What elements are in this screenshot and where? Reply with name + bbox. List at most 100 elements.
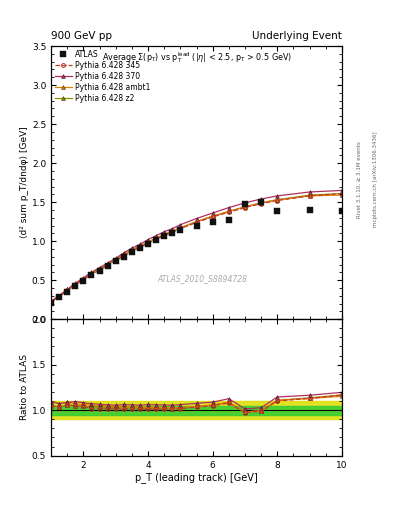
Pythia 6.428 z2: [65, 287, 70, 293]
Pythia 6.428 ambt1: [259, 200, 263, 206]
Pythia 6.428 370: [138, 241, 142, 247]
Pythia 6.428 370: [57, 293, 62, 299]
Line: ATLAS: ATLAS: [48, 199, 345, 306]
Line: Pythia 6.428 z2: Pythia 6.428 z2: [49, 191, 344, 304]
Pythia 6.428 z2: [130, 247, 134, 253]
Pythia 6.428 ambt1: [154, 235, 158, 241]
Pythia 6.428 ambt1: [105, 261, 110, 267]
ATLAS: [170, 230, 174, 237]
Pythia 6.428 345: [73, 282, 78, 288]
Pythia 6.428 370: [89, 269, 94, 275]
Pythia 6.428 345: [138, 244, 142, 250]
Pythia 6.428 ambt1: [81, 275, 86, 282]
ATLAS: [97, 268, 102, 274]
Pythia 6.428 z2: [89, 271, 94, 277]
ATLAS: [89, 272, 94, 279]
ATLAS: [146, 241, 151, 247]
Pythia 6.428 345: [210, 214, 215, 220]
Pythia 6.428 345: [307, 193, 312, 199]
Pythia 6.428 z2: [113, 257, 118, 263]
Pythia 6.428 345: [113, 258, 118, 264]
ATLAS: [307, 207, 312, 213]
ATLAS: [194, 222, 199, 228]
ATLAS: [138, 245, 142, 251]
Pythia 6.428 z2: [210, 213, 215, 219]
Pythia 6.428 z2: [81, 276, 86, 283]
ATLAS: [259, 199, 263, 205]
Text: ATLAS_2010_S8894728: ATLAS_2010_S8894728: [157, 274, 247, 283]
Pythia 6.428 z2: [73, 282, 78, 288]
Pythia 6.428 ambt1: [275, 197, 280, 203]
Pythia 6.428 ambt1: [242, 204, 247, 210]
Pythia 6.428 370: [307, 189, 312, 195]
Pythia 6.428 370: [210, 210, 215, 216]
Pythia 6.428 z2: [146, 240, 151, 246]
ATLAS: [275, 208, 280, 215]
Pythia 6.428 370: [121, 250, 126, 256]
Pythia 6.428 370: [113, 255, 118, 261]
Pythia 6.428 ambt1: [340, 192, 344, 198]
Pythia 6.428 345: [226, 209, 231, 216]
Pythia 6.428 370: [178, 222, 183, 228]
Pythia 6.428 ambt1: [97, 265, 102, 271]
Pythia 6.428 z2: [97, 266, 102, 272]
Pythia 6.428 370: [242, 200, 247, 206]
Pythia 6.428 z2: [121, 252, 126, 258]
Pythia 6.428 370: [194, 216, 199, 222]
Pythia 6.428 370: [49, 298, 53, 304]
Pythia 6.428 z2: [307, 192, 312, 198]
Pythia 6.428 370: [275, 193, 280, 199]
Pythia 6.428 345: [259, 201, 263, 207]
Pythia 6.428 370: [97, 265, 102, 271]
Pythia 6.428 370: [226, 204, 231, 210]
Pythia 6.428 z2: [340, 190, 344, 197]
Text: mcplots.cern.ch [arXiv:1306.3436]: mcplots.cern.ch [arXiv:1306.3436]: [373, 132, 378, 227]
Pythia 6.428 z2: [105, 262, 110, 268]
Pythia 6.428 ambt1: [113, 256, 118, 262]
Pythia 6.428 ambt1: [170, 228, 174, 234]
Pythia 6.428 z2: [178, 225, 183, 231]
Pythia 6.428 345: [162, 232, 167, 239]
Text: Average $\Sigma$(p$_\mathrm{T}$) vs p$_\mathrm{T}^\mathrm{lead}$ ($|\eta|$ < 2.5: Average $\Sigma$(p$_\mathrm{T}$) vs p$_\…: [101, 50, 292, 65]
Pythia 6.428 345: [130, 248, 134, 254]
Pythia 6.428 345: [146, 241, 151, 247]
Pythia 6.428 z2: [162, 232, 167, 238]
Pythia 6.428 ambt1: [49, 298, 53, 304]
Pythia 6.428 z2: [170, 229, 174, 235]
Pythia 6.428 ambt1: [130, 247, 134, 253]
ATLAS: [340, 208, 344, 215]
Pythia 6.428 370: [170, 226, 174, 232]
Pythia 6.428 345: [49, 299, 53, 305]
Pythia 6.428 ambt1: [178, 225, 183, 231]
ATLAS: [57, 294, 62, 301]
Pythia 6.428 370: [81, 275, 86, 281]
Line: Pythia 6.428 345: Pythia 6.428 345: [49, 191, 344, 304]
Pythia 6.428 ambt1: [146, 239, 151, 245]
Text: Underlying Event: Underlying Event: [252, 31, 342, 40]
Pythia 6.428 345: [194, 219, 199, 225]
Pythia 6.428 345: [275, 198, 280, 204]
Text: 900 GeV pp: 900 GeV pp: [51, 31, 112, 40]
Pythia 6.428 345: [178, 226, 183, 232]
Pythia 6.428 z2: [57, 293, 62, 300]
ATLAS: [162, 233, 167, 240]
ATLAS: [105, 263, 110, 269]
Pythia 6.428 370: [154, 232, 158, 239]
Pythia 6.428 z2: [154, 236, 158, 242]
Pythia 6.428 345: [170, 229, 174, 236]
Pythia 6.428 ambt1: [138, 243, 142, 249]
Pythia 6.428 z2: [242, 204, 247, 210]
Pythia 6.428 345: [154, 237, 158, 243]
X-axis label: p_T (leading track) [GeV]: p_T (leading track) [GeV]: [135, 472, 258, 483]
Pythia 6.428 345: [340, 190, 344, 197]
Pythia 6.428 370: [162, 229, 167, 235]
Pythia 6.428 345: [121, 253, 126, 259]
ATLAS: [226, 217, 231, 223]
Pythia 6.428 370: [259, 196, 263, 202]
ATLAS: [130, 249, 134, 255]
Pythia 6.428 ambt1: [210, 213, 215, 219]
Pythia 6.428 ambt1: [226, 208, 231, 215]
Pythia 6.428 z2: [226, 208, 231, 215]
Pythia 6.428 345: [81, 276, 86, 283]
Y-axis label: ⟨d² sum p_T/dndφ⟩ [GeV]: ⟨d² sum p_T/dndφ⟩ [GeV]: [20, 127, 29, 239]
